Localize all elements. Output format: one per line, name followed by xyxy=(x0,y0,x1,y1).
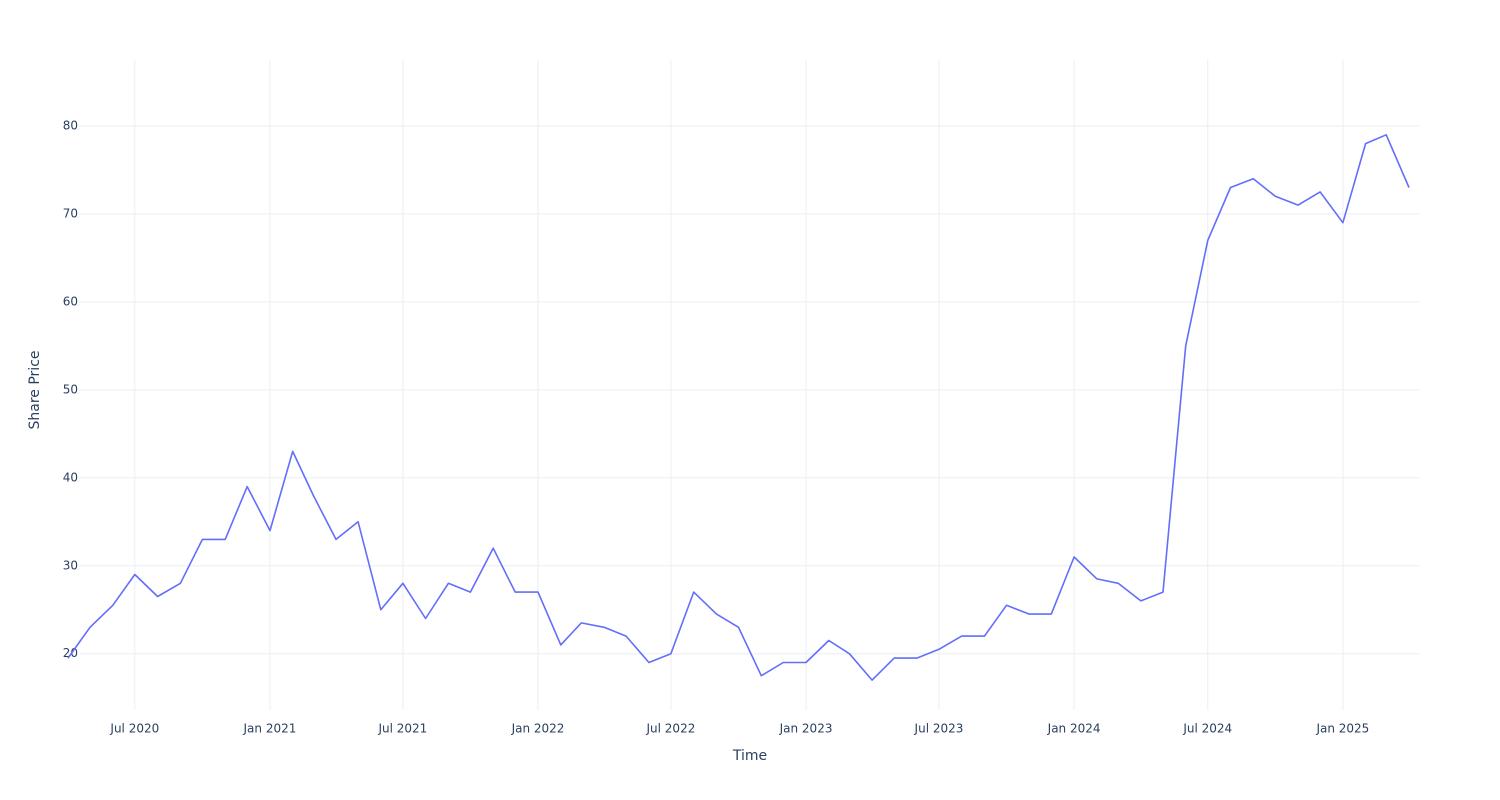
x-tick-label: Jan 2025 xyxy=(1315,722,1369,736)
y-tick-label: 50 xyxy=(63,382,78,396)
y-tick-label: 30 xyxy=(63,558,78,572)
x-tick-label: Jan 2022 xyxy=(511,722,565,736)
x-tick-label: Jul 2024 xyxy=(1182,722,1232,736)
x-axis-title: Time xyxy=(732,748,767,764)
y-tick-label: 80 xyxy=(63,118,78,132)
x-tick-label: Jul 2023 xyxy=(914,722,964,736)
x-tick-label: Jan 2024 xyxy=(1047,722,1101,736)
x-tick-label: Jul 2020 xyxy=(109,722,159,736)
x-tick-label: Jul 2022 xyxy=(646,722,696,736)
y-tick-label: 70 xyxy=(63,206,78,220)
x-tick-label: Jan 2021 xyxy=(243,722,297,736)
y-tick-label: 40 xyxy=(63,470,78,484)
y-axis-title: Share Price xyxy=(27,350,43,429)
x-tick-label: Jan 2023 xyxy=(779,722,833,736)
y-tick-label: 60 xyxy=(63,294,78,308)
price-line xyxy=(67,134,1410,681)
x-tick-label: Jul 2021 xyxy=(377,722,427,736)
